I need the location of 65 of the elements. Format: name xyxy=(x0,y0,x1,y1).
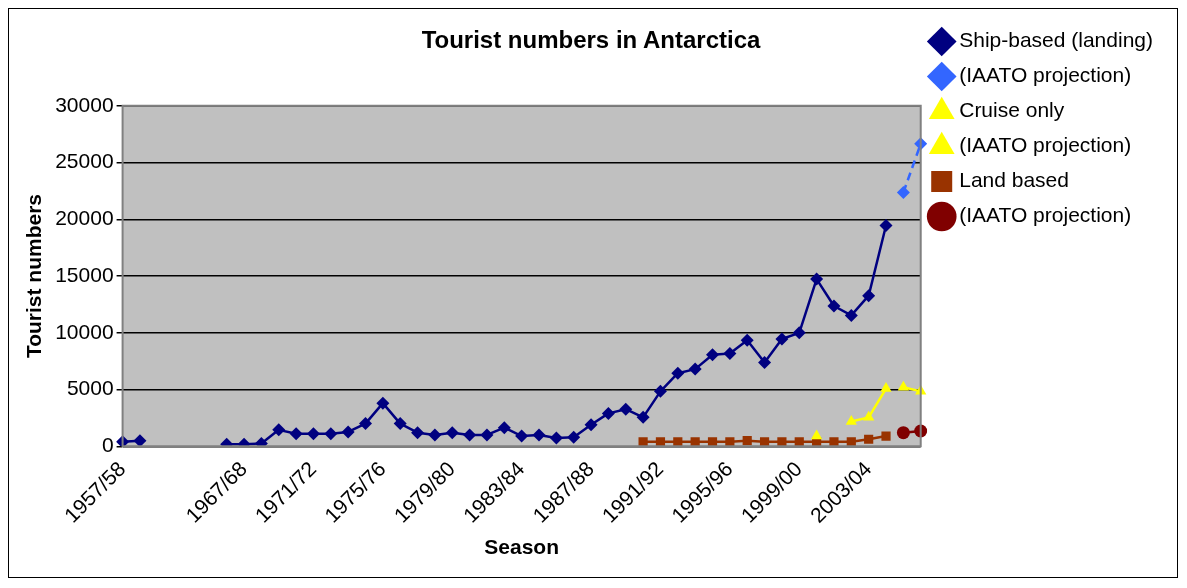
point xyxy=(688,362,702,376)
y-axis-title: Tourist numbers xyxy=(22,193,46,359)
point xyxy=(864,434,874,444)
point xyxy=(393,417,407,431)
point xyxy=(272,423,286,437)
legend-label: Cruise only xyxy=(959,98,1065,122)
point xyxy=(862,289,876,303)
y-tick-label: 25000 xyxy=(55,149,114,173)
point xyxy=(289,427,303,441)
point xyxy=(341,425,355,439)
point xyxy=(584,418,598,432)
legend-label: Land based xyxy=(959,168,1069,192)
point xyxy=(515,429,529,443)
point xyxy=(463,428,477,442)
point xyxy=(827,299,841,313)
point xyxy=(758,356,772,370)
point xyxy=(619,402,633,416)
point xyxy=(497,421,511,435)
point xyxy=(653,384,667,398)
point xyxy=(254,436,268,447)
y-tick-label: 5000 xyxy=(66,376,114,400)
point xyxy=(896,186,910,200)
point xyxy=(532,428,546,442)
point xyxy=(376,396,390,410)
point xyxy=(829,437,839,447)
point xyxy=(549,431,563,445)
point xyxy=(740,333,754,347)
legend-label: (IAATO projection) xyxy=(959,203,1132,227)
y-tick-label: 30000 xyxy=(55,92,114,116)
chart-title: Tourist numbers in Antarctica xyxy=(421,26,762,54)
point xyxy=(810,429,823,440)
point xyxy=(567,430,581,444)
point xyxy=(844,308,858,322)
point xyxy=(480,428,494,442)
point xyxy=(896,426,910,440)
y-tick-label: 0 xyxy=(101,433,114,457)
point xyxy=(845,415,857,425)
point xyxy=(775,332,789,346)
point xyxy=(880,382,892,392)
legend-label: (IAATO projection) xyxy=(959,133,1132,157)
point xyxy=(863,410,875,421)
legend-label: (IAATO projection) xyxy=(959,63,1132,87)
y-tick-label: 15000 xyxy=(55,262,114,286)
point xyxy=(777,437,787,447)
point xyxy=(428,428,442,442)
point xyxy=(324,427,338,441)
point xyxy=(742,436,752,446)
point xyxy=(636,410,650,424)
point xyxy=(601,406,615,420)
point xyxy=(879,219,893,233)
y-tick-label: 20000 xyxy=(55,206,114,230)
point xyxy=(671,366,685,380)
x-axis-title: Season xyxy=(484,535,560,559)
point xyxy=(723,346,737,360)
point xyxy=(359,417,372,431)
point xyxy=(881,431,891,441)
point xyxy=(706,348,720,362)
point xyxy=(306,427,320,441)
point xyxy=(792,326,806,340)
point xyxy=(445,426,459,440)
point xyxy=(133,434,147,447)
point xyxy=(411,426,425,440)
legend-label: Ship-based (landing) xyxy=(959,28,1154,52)
point xyxy=(810,272,824,286)
y-tick-label: 10000 xyxy=(55,319,114,343)
